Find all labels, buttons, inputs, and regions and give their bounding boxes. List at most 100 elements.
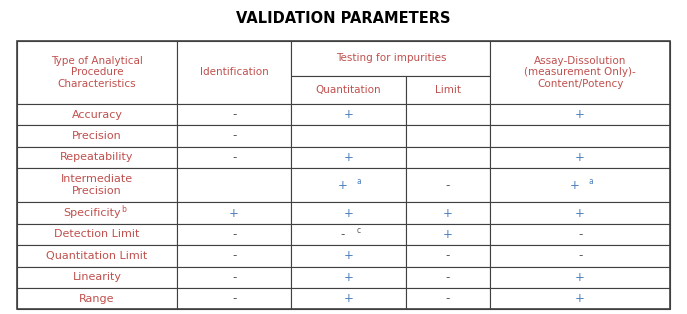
- Bar: [17, 245, 177, 267]
- Bar: [177, 41, 291, 104]
- Text: -: -: [232, 228, 236, 241]
- Bar: [291, 224, 405, 245]
- Bar: [405, 125, 491, 147]
- Bar: [291, 125, 405, 147]
- Bar: [405, 147, 491, 168]
- Text: c: c: [357, 226, 361, 235]
- Text: +: +: [344, 249, 353, 262]
- Bar: [177, 168, 291, 202]
- Bar: [291, 245, 405, 267]
- Text: b: b: [121, 205, 126, 214]
- Bar: [291, 202, 405, 224]
- Bar: [177, 202, 291, 224]
- Text: Range: Range: [80, 294, 115, 304]
- Text: +: +: [338, 179, 348, 192]
- Text: +: +: [575, 108, 585, 121]
- Text: +: +: [575, 151, 585, 164]
- Bar: [491, 267, 670, 288]
- Text: Specificity: Specificity: [63, 208, 120, 218]
- Bar: [405, 168, 491, 202]
- Text: -: -: [232, 249, 236, 262]
- Bar: [405, 76, 491, 104]
- Text: -: -: [578, 249, 583, 262]
- Bar: [291, 41, 491, 76]
- Bar: [17, 267, 177, 288]
- Bar: [177, 288, 291, 309]
- Text: -: -: [232, 129, 236, 143]
- Bar: [177, 267, 291, 288]
- Text: -: -: [232, 292, 236, 305]
- Bar: [17, 168, 177, 202]
- Bar: [491, 202, 670, 224]
- Text: Accuracy: Accuracy: [71, 110, 122, 120]
- Bar: [17, 125, 177, 147]
- Text: -: -: [578, 228, 583, 241]
- Text: +: +: [575, 292, 585, 305]
- Bar: [17, 147, 177, 168]
- Text: Quantitation Limit: Quantitation Limit: [47, 251, 148, 261]
- Bar: [291, 76, 405, 104]
- Bar: [405, 104, 491, 125]
- Bar: [491, 104, 670, 125]
- Text: +: +: [344, 207, 353, 219]
- Text: +: +: [575, 271, 585, 284]
- Text: a: a: [588, 177, 593, 186]
- Text: +: +: [570, 179, 580, 192]
- Text: Type of Analytical
Procedure
Characteristics: Type of Analytical Procedure Characteris…: [52, 56, 143, 89]
- Text: +: +: [344, 151, 353, 164]
- Text: -: -: [232, 271, 236, 284]
- Text: Quantitation: Quantitation: [315, 85, 381, 95]
- Text: Testing for impurities: Testing for impurities: [335, 53, 446, 63]
- Text: +: +: [229, 207, 239, 219]
- Text: +: +: [344, 292, 353, 305]
- Bar: [491, 125, 670, 147]
- Bar: [17, 41, 177, 104]
- Bar: [491, 168, 670, 202]
- Bar: [291, 147, 405, 168]
- Bar: [291, 288, 405, 309]
- Bar: [405, 202, 491, 224]
- Text: Linearity: Linearity: [73, 272, 122, 282]
- Bar: [491, 288, 670, 309]
- Bar: [17, 104, 177, 125]
- Bar: [405, 288, 491, 309]
- Bar: [405, 245, 491, 267]
- Text: Limit: Limit: [435, 85, 461, 95]
- Bar: [291, 168, 405, 202]
- Bar: [491, 245, 670, 267]
- Text: VALIDATION PARAMETERS: VALIDATION PARAMETERS: [236, 11, 451, 26]
- Text: Intermediate
Precision: Intermediate Precision: [61, 174, 133, 196]
- Text: -: -: [446, 292, 450, 305]
- Bar: [177, 245, 291, 267]
- Bar: [177, 104, 291, 125]
- Bar: [491, 41, 670, 104]
- Text: -: -: [232, 108, 236, 121]
- Text: -: -: [341, 228, 345, 241]
- Text: Identification: Identification: [200, 68, 269, 77]
- Bar: [17, 41, 670, 309]
- Bar: [17, 224, 177, 245]
- Text: -: -: [232, 151, 236, 164]
- Text: -: -: [446, 179, 450, 192]
- Text: Precision: Precision: [72, 131, 122, 141]
- Bar: [177, 125, 291, 147]
- Text: +: +: [443, 207, 453, 219]
- Text: +: +: [575, 207, 585, 219]
- Bar: [405, 267, 491, 288]
- Text: +: +: [344, 271, 353, 284]
- Text: +: +: [443, 228, 453, 241]
- Text: a: a: [357, 177, 361, 186]
- Bar: [291, 267, 405, 288]
- Text: +: +: [344, 108, 353, 121]
- Text: -: -: [446, 249, 450, 262]
- Bar: [177, 147, 291, 168]
- Bar: [177, 224, 291, 245]
- Bar: [405, 224, 491, 245]
- Bar: [17, 202, 177, 224]
- Text: Detection Limit: Detection Limit: [54, 230, 140, 239]
- Text: -: -: [446, 271, 450, 284]
- Text: Assay-Dissolution
(measurement Only)-
Content/Potency: Assay-Dissolution (measurement Only)- Co…: [524, 56, 636, 89]
- Bar: [491, 147, 670, 168]
- Text: Repeatability: Repeatability: [60, 152, 134, 162]
- Bar: [491, 224, 670, 245]
